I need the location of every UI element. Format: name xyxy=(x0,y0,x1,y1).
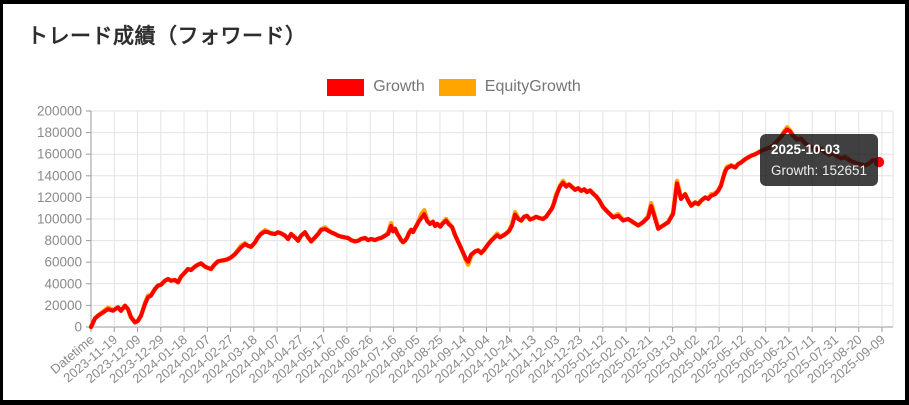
equitygrowth-color-swatch xyxy=(438,78,476,96)
legend: Growth EquityGrowth xyxy=(3,78,905,96)
svg-text:60000: 60000 xyxy=(44,255,82,270)
svg-text:200000: 200000 xyxy=(37,104,82,119)
svg-text:180000: 180000 xyxy=(37,125,82,140)
legend-item-equitygrowth[interactable]: EquityGrowth xyxy=(438,78,581,96)
chart-title: トレード成績（フォワード） xyxy=(27,25,307,48)
svg-text:120000: 120000 xyxy=(37,190,82,205)
legend-label-equitygrowth: EquityGrowth xyxy=(484,78,581,95)
svg-text:100000: 100000 xyxy=(37,212,82,227)
svg-text:20000: 20000 xyxy=(44,298,82,313)
svg-text:160000: 160000 xyxy=(37,147,82,162)
growth-color-swatch xyxy=(327,78,365,96)
svg-text:0: 0 xyxy=(74,320,82,335)
svg-text:140000: 140000 xyxy=(37,168,82,183)
legend-item-growth[interactable]: Growth xyxy=(327,78,425,96)
svg-text:40000: 40000 xyxy=(44,276,82,291)
svg-text:80000: 80000 xyxy=(44,233,82,248)
line-chart[interactable]: 0 20000 40000 60000 80000 100000 120000 140000 1… xyxy=(3,4,909,405)
legend-label-growth: Growth xyxy=(373,78,425,95)
